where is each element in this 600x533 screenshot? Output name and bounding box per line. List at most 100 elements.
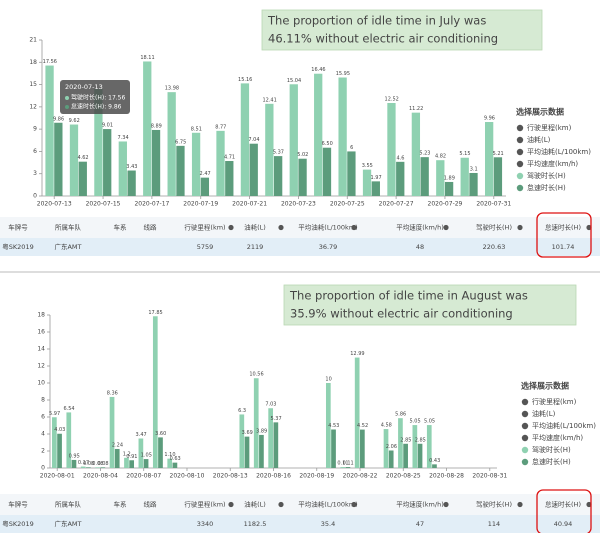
table-cell: 粤SK2019 bbox=[2, 242, 33, 251]
bar bbox=[444, 181, 454, 196]
data-label: 4.6 bbox=[397, 155, 405, 161]
table-cell: 1182.5 bbox=[244, 520, 267, 528]
legend-marker bbox=[516, 172, 524, 180]
data-label: 2.06 bbox=[386, 444, 397, 450]
bar bbox=[167, 92, 176, 196]
bar bbox=[225, 161, 234, 196]
bar bbox=[95, 467, 100, 468]
table-cell: 2119 bbox=[247, 243, 264, 251]
table-cell: 47 bbox=[416, 520, 424, 528]
bar bbox=[360, 429, 365, 468]
data-label: 17.56 bbox=[43, 59, 57, 65]
data-label: 6.3 bbox=[238, 408, 246, 414]
bar bbox=[398, 418, 403, 468]
data-label: 2.85 bbox=[415, 437, 426, 443]
legend-marker bbox=[521, 446, 529, 454]
bar bbox=[103, 129, 112, 196]
bar bbox=[387, 102, 396, 196]
bar bbox=[331, 429, 336, 468]
table-cell: 101.74 bbox=[552, 243, 575, 251]
bar bbox=[69, 124, 79, 196]
bar bbox=[86, 467, 91, 468]
column-header: 行驶里程(km) bbox=[184, 500, 225, 509]
bar bbox=[200, 177, 210, 196]
bar bbox=[45, 65, 54, 196]
data-label: 8.89 bbox=[151, 123, 162, 129]
data-label: 5.21 bbox=[493, 151, 504, 157]
bar bbox=[71, 459, 77, 468]
bar bbox=[78, 161, 87, 196]
bar bbox=[66, 412, 72, 468]
data-label: 12.99 bbox=[350, 351, 364, 357]
column-header: 车牌号 bbox=[8, 500, 28, 509]
data-label: 0.11 bbox=[343, 461, 354, 467]
data-label: 4.71 bbox=[224, 155, 235, 161]
bar bbox=[124, 457, 129, 468]
data-label: 3.55 bbox=[362, 163, 373, 169]
bar bbox=[94, 89, 103, 196]
bar bbox=[268, 408, 273, 468]
data-label: 3.47 bbox=[136, 432, 147, 438]
data-label: 3.43 bbox=[126, 164, 137, 170]
data-label: 15.16 bbox=[238, 77, 252, 83]
x-tick-label: 2020-08-25 bbox=[386, 473, 421, 480]
data-label: 3.60 bbox=[155, 431, 166, 437]
legend-marker bbox=[521, 458, 529, 466]
legend-marker bbox=[516, 124, 524, 132]
data-label: 7.04 bbox=[248, 137, 259, 143]
tooltip-line: 驾驶时长(H): 17.56 bbox=[71, 94, 125, 102]
table-cell: 40.94 bbox=[554, 520, 573, 528]
bar bbox=[396, 161, 405, 196]
table-row bbox=[0, 238, 600, 256]
x-tick-label: 2020-08-10 bbox=[170, 473, 205, 480]
table-cell: 35.4 bbox=[321, 520, 335, 528]
legend-title: 选择展示数据 bbox=[516, 107, 564, 117]
x-tick-label: 2020-08-13 bbox=[213, 473, 248, 480]
table-header bbox=[0, 217, 600, 238]
legend-title: 选择展示数据 bbox=[521, 381, 569, 391]
legend-item: 平均油耗(L/100km) bbox=[532, 421, 596, 430]
sort-icon bbox=[278, 501, 284, 508]
bar bbox=[152, 316, 158, 468]
bar bbox=[411, 112, 421, 196]
table-cell: 114 bbox=[488, 520, 500, 528]
data-label: 8.51 bbox=[191, 126, 202, 132]
bar bbox=[325, 383, 331, 468]
legend-item: 平均油耗(L/100km) bbox=[527, 147, 591, 156]
column-header: 车牌号 bbox=[8, 223, 28, 232]
data-label: 13.98 bbox=[165, 86, 179, 92]
bar bbox=[191, 132, 201, 196]
sort-icon bbox=[517, 501, 523, 508]
data-label: 5.15 bbox=[459, 151, 470, 157]
bar bbox=[57, 433, 62, 468]
data-label: 5.02 bbox=[297, 152, 308, 158]
callout-box bbox=[261, 9, 543, 51]
data-label: 15.04 bbox=[287, 78, 301, 84]
data-label: 1.10 bbox=[164, 452, 175, 458]
bar bbox=[383, 429, 389, 468]
sort-icon bbox=[443, 501, 449, 508]
column-header: 平均油耗(L/100km) bbox=[298, 500, 357, 509]
column-header: 平均油耗(L/100km) bbox=[298, 223, 357, 232]
x-tick-label: 2020-08-01 bbox=[40, 473, 75, 480]
column-header: 所属车队 bbox=[55, 223, 82, 232]
data-label: 5.37 bbox=[271, 416, 282, 422]
bar bbox=[273, 422, 279, 468]
column-header: 油耗(L) bbox=[244, 223, 266, 232]
column-header: 油耗(L) bbox=[244, 500, 266, 509]
data-label: 10 bbox=[325, 377, 331, 383]
x-tick-label: 2020-08-16 bbox=[256, 473, 291, 480]
legend-marker bbox=[521, 434, 529, 442]
data-label: 16.46 bbox=[311, 67, 325, 73]
highlight-box bbox=[536, 489, 592, 533]
bar bbox=[239, 414, 245, 468]
highlight-box bbox=[536, 212, 592, 258]
x-tick-label: 2020-07-21 bbox=[232, 201, 267, 208]
data-label: 1.97 bbox=[371, 175, 382, 181]
bar bbox=[143, 61, 152, 197]
data-label: 0.17 bbox=[78, 460, 89, 466]
y-tick-label: 18 bbox=[37, 312, 45, 319]
bar bbox=[253, 378, 259, 468]
bar bbox=[469, 172, 478, 196]
table-cell: 3340 bbox=[197, 520, 214, 528]
